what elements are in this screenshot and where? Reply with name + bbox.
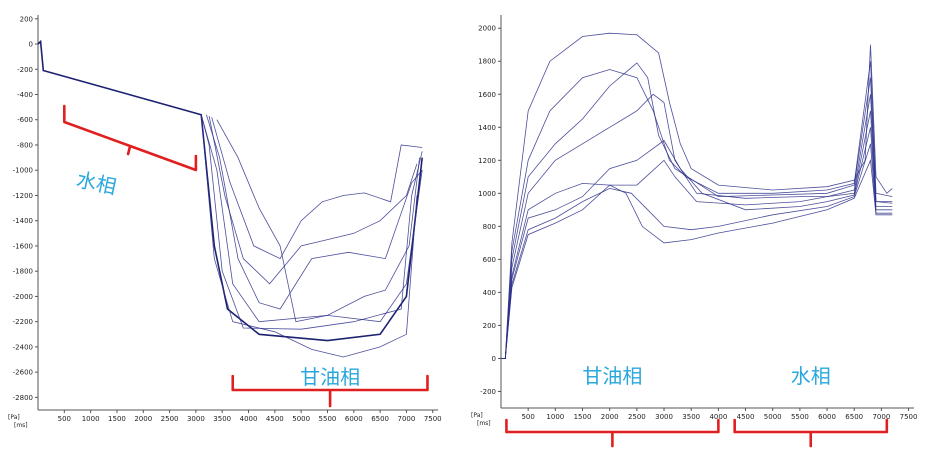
x-tick-label: 7000 [872, 413, 890, 421]
y-tick-label: 400 [483, 289, 496, 297]
y-tick-label: 1000 [478, 190, 496, 198]
x-unit-label: [ms] [477, 420, 491, 427]
x-tick-label: 500 [58, 415, 71, 423]
x-tick-label: 500 [521, 413, 534, 421]
x-tick-label: 5500 [791, 413, 809, 421]
y-tick-label: 1400 [478, 124, 496, 132]
series-line-1 [37, 39, 423, 342]
chart-2: 2000180016001400120010008006004002000-20… [471, 15, 918, 448]
series-line-7 [501, 143, 893, 359]
y-tick-label: 1200 [478, 157, 496, 165]
x-tick-label: 5000 [292, 415, 310, 423]
y-tick-label: 1600 [478, 91, 496, 99]
x-tick-label: 6500 [845, 413, 863, 421]
series-line-4 [501, 93, 893, 359]
x-tick-label: 2000 [601, 413, 619, 421]
phase-brace [505, 418, 720, 448]
y-tick-label: -1400 [13, 217, 33, 225]
series-line-3 [200, 114, 420, 323]
phase-label: 甘油相 [300, 365, 360, 389]
series-line-3 [501, 62, 893, 359]
series-line-5 [208, 115, 418, 285]
x-tick-label: 7500 [900, 413, 918, 421]
y-tick-label: -400 [17, 91, 33, 99]
y-tick-label: -1600 [13, 242, 33, 250]
x-tick-label: 3000 [655, 413, 673, 421]
y-tick-label: 0 [29, 41, 33, 49]
series-line-2 [200, 114, 423, 330]
chart-1: 2000-200-400-600-800-1000-1200-1400-1600… [8, 15, 442, 429]
x-tick-label: 4500 [737, 413, 755, 421]
y-tick-label: -1000 [13, 167, 33, 175]
y-tick-label: -600 [17, 116, 33, 124]
x-tick-label: 6000 [818, 413, 836, 421]
x-tick-label: 1000 [82, 415, 100, 423]
series-line-8 [200, 114, 418, 358]
y-tick-label: -200 [480, 388, 496, 396]
y-tick-label: -2600 [13, 369, 33, 377]
y-tick-label: 1800 [478, 58, 496, 66]
x-tick-label: 3000 [187, 415, 205, 423]
y-tick-label: -2200 [13, 318, 33, 326]
y-tick-label: -2800 [13, 394, 33, 402]
x-tick-label: 3500 [682, 413, 700, 421]
series-line-2 [501, 61, 893, 359]
phase-label: 甘油相 [582, 364, 642, 388]
y-tick-label: -1800 [13, 268, 33, 276]
x-tick-label: 3500 [213, 415, 231, 423]
x-tick-label: 7000 [398, 415, 416, 423]
x-tick-label: 2500 [161, 415, 179, 423]
y-tick-label: -2400 [13, 343, 33, 351]
series-line-6 [501, 127, 893, 359]
y-tick-label: 600 [483, 256, 496, 264]
x-tick-label: 6000 [345, 415, 363, 423]
phase-label: 水相 [74, 167, 118, 199]
x-unit-label: [ms] [14, 422, 28, 429]
y-tick-label: 200 [483, 322, 496, 330]
y-tick-label: -1200 [13, 192, 33, 200]
x-tick-label: 5000 [764, 413, 782, 421]
phase-brace [63, 104, 198, 172]
x-tick-label: 4000 [709, 413, 727, 421]
x-tick-label: 5500 [319, 415, 337, 423]
phase-label: 水相 [791, 364, 831, 388]
y-unit-label: [Pa] [471, 412, 483, 419]
y-tick-label: 2000 [478, 25, 496, 33]
x-tick-label: 4000 [240, 415, 258, 423]
y-tick-label: 200 [20, 15, 33, 23]
x-tick-label: 2000 [134, 415, 152, 423]
phase-brace [733, 418, 889, 448]
series-line-8 [501, 158, 893, 359]
x-tick-label: 1500 [108, 415, 126, 423]
x-tick-label: 2500 [628, 413, 646, 421]
x-tick-label: 7500 [424, 415, 442, 423]
x-tick-label: 6500 [371, 415, 389, 423]
series-line-5 [501, 110, 893, 359]
x-tick-label: 1500 [574, 413, 592, 421]
y-tick-label: -2000 [13, 293, 33, 301]
x-tick-label: 4500 [266, 415, 284, 423]
y-tick-label: 800 [483, 223, 496, 231]
series-line-6 [211, 117, 423, 260]
y-unit-label: [Pa] [8, 414, 20, 421]
phase-brace [231, 374, 429, 408]
y-tick-label: -800 [17, 141, 33, 149]
series-line-1 [501, 32, 893, 359]
y-tick-label: -200 [17, 66, 33, 74]
series-line-7 [216, 119, 423, 323]
x-tick-label: 1000 [546, 413, 564, 421]
y-tick-label: 0 [492, 355, 496, 363]
